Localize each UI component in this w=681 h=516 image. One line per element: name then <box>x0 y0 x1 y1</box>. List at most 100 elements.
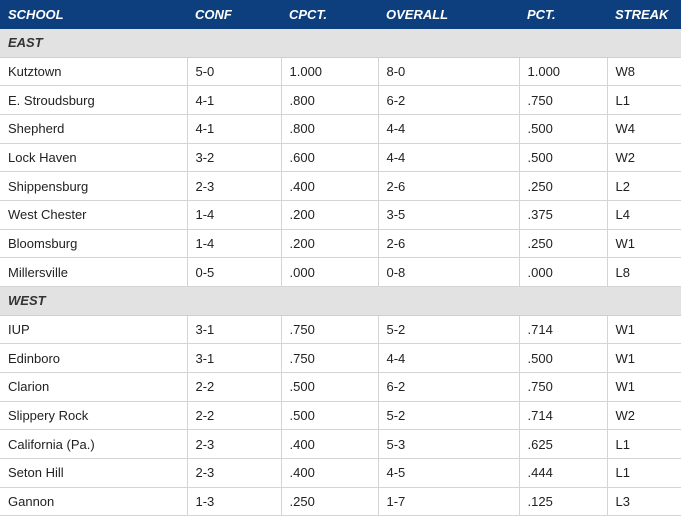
cell: .444 <box>519 458 608 488</box>
cell: Shippensburg <box>0 171 188 202</box>
cell: E. Stroudsburg <box>0 85 188 116</box>
cell: 4-5 <box>378 458 520 488</box>
cell: .250 <box>519 229 608 259</box>
team-row: Millersville 0-5.000 0-8.000 L8 <box>0 257 681 288</box>
cell: Kutztown <box>0 57 188 87</box>
cell: W1 <box>607 229 681 259</box>
team-row: Shepherd 4-1.800 4-4.500 W4 <box>0 114 681 144</box>
cell: Lock Haven <box>0 143 188 173</box>
column-header: CONF <box>187 0 281 29</box>
column-header: CPCT. <box>281 0 378 29</box>
cell: L1 <box>607 429 681 459</box>
column-header: OVERALL <box>378 0 519 29</box>
team-row: Kutztown 5-0 1.000 8-0 1.000 W8 <box>0 57 681 87</box>
cell: .400 <box>281 171 379 202</box>
team-row: Lock Haven 3-2.600 4-4.500 W2 <box>0 143 681 173</box>
cell: .500 <box>519 343 608 374</box>
cell: California (Pa.) <box>0 429 188 459</box>
table-body: EAST Kutztown 5-0 1.000 8-0 1.000 W8 E. Strouds… <box>0 28 681 516</box>
cell: Clarion <box>0 372 188 402</box>
cell: 1-3 <box>187 487 282 516</box>
team-row: Clarion 2-2.500 6-2.750 W1 <box>0 372 681 402</box>
cell: 1.000 <box>519 57 608 87</box>
team-row: Edinboro 3-1.750 4-4.500 W1 <box>0 343 681 374</box>
cell: .200 <box>281 200 379 230</box>
cell: 5-3 <box>378 429 520 459</box>
cell: 2-2 <box>187 372 282 402</box>
cell: W2 <box>607 401 681 431</box>
cell: .714 <box>519 401 608 431</box>
cell: Bloomsburg <box>0 229 188 259</box>
team-row: IUP 3-1.750 5-2.714 W1 <box>0 315 681 345</box>
cell: L2 <box>607 171 681 202</box>
cell: 3-1 <box>187 343 282 374</box>
cell: W1 <box>607 343 681 374</box>
cell: 1-4 <box>187 229 282 259</box>
cell: IUP <box>0 315 188 345</box>
cell: .750 <box>519 372 608 402</box>
cell: .714 <box>519 315 608 345</box>
cell: 5-0 <box>187 57 282 87</box>
cell: .250 <box>519 171 608 202</box>
cell: W1 <box>607 315 681 345</box>
header-row: SCHOOL CONF CPCT. OVERALL PCT. STREAK <box>0 0 681 29</box>
cell: .600 <box>281 143 379 173</box>
team-row: California (Pa.) 2-3.400 5-3.625 L1 <box>0 429 681 459</box>
cell: 2-3 <box>187 171 282 202</box>
cell: .250 <box>281 487 379 516</box>
cell: 2-6 <box>378 229 520 259</box>
cell: Gannon <box>0 487 188 516</box>
team-row: Gannon 1-3.250 1-7.125 L3 <box>0 487 681 516</box>
cell: 1-4 <box>187 200 282 230</box>
team-row: Shippensburg 2-3.400 2-6.250 L2 <box>0 171 681 202</box>
column-header: STREAK <box>607 0 681 29</box>
cell: 1-7 <box>378 487 520 516</box>
cell: 2-3 <box>187 429 282 459</box>
cell: .400 <box>281 429 379 459</box>
column-header: SCHOOL <box>0 0 187 29</box>
cell: L3 <box>607 487 681 516</box>
cell: .500 <box>281 401 379 431</box>
team-row: E. Stroudsburg 4-1.800 6-2.750 L1 <box>0 85 681 116</box>
cell: Seton Hill <box>0 458 188 488</box>
cell: 6-2 <box>378 85 520 116</box>
cell: 4-4 <box>378 143 520 173</box>
cell: Slippery Rock <box>0 401 188 431</box>
cell: .800 <box>281 85 379 116</box>
cell: .750 <box>519 85 608 116</box>
cell: .200 <box>281 229 379 259</box>
cell: 4-4 <box>378 343 520 374</box>
cell: 2-6 <box>378 171 520 202</box>
cell: .375 <box>519 200 608 230</box>
cell: L1 <box>607 458 681 488</box>
section-name: WEST <box>0 286 681 316</box>
cell: W8 <box>607 57 681 87</box>
cell: 6-2 <box>378 372 520 402</box>
cell: .000 <box>519 257 608 288</box>
cell: Millersville <box>0 257 188 288</box>
cell: L1 <box>607 85 681 116</box>
team-row: Seton Hill 2-3.400 4-5.444 L1 <box>0 458 681 488</box>
cell: 4-1 <box>187 85 282 116</box>
cell: .750 <box>281 315 379 345</box>
cell: 5-2 <box>378 401 520 431</box>
cell: 4-1 <box>187 114 282 144</box>
cell: 0-8 <box>378 257 520 288</box>
cell: .500 <box>281 372 379 402</box>
team-row: Bloomsburg 1-4.200 2-6.250 W1 <box>0 229 681 259</box>
cell: 3-2 <box>187 143 282 173</box>
cell: W2 <box>607 143 681 173</box>
section-row: EAST <box>0 28 681 58</box>
cell: 2-2 <box>187 401 282 431</box>
column-header: PCT. <box>519 0 607 29</box>
cell: West Chester <box>0 200 188 230</box>
cell: 0-5 <box>187 257 282 288</box>
cell: 5-2 <box>378 315 520 345</box>
cell: .125 <box>519 487 608 516</box>
cell: .750 <box>281 343 379 374</box>
cell: L4 <box>607 200 681 230</box>
cell: .625 <box>519 429 608 459</box>
cell: .800 <box>281 114 379 144</box>
